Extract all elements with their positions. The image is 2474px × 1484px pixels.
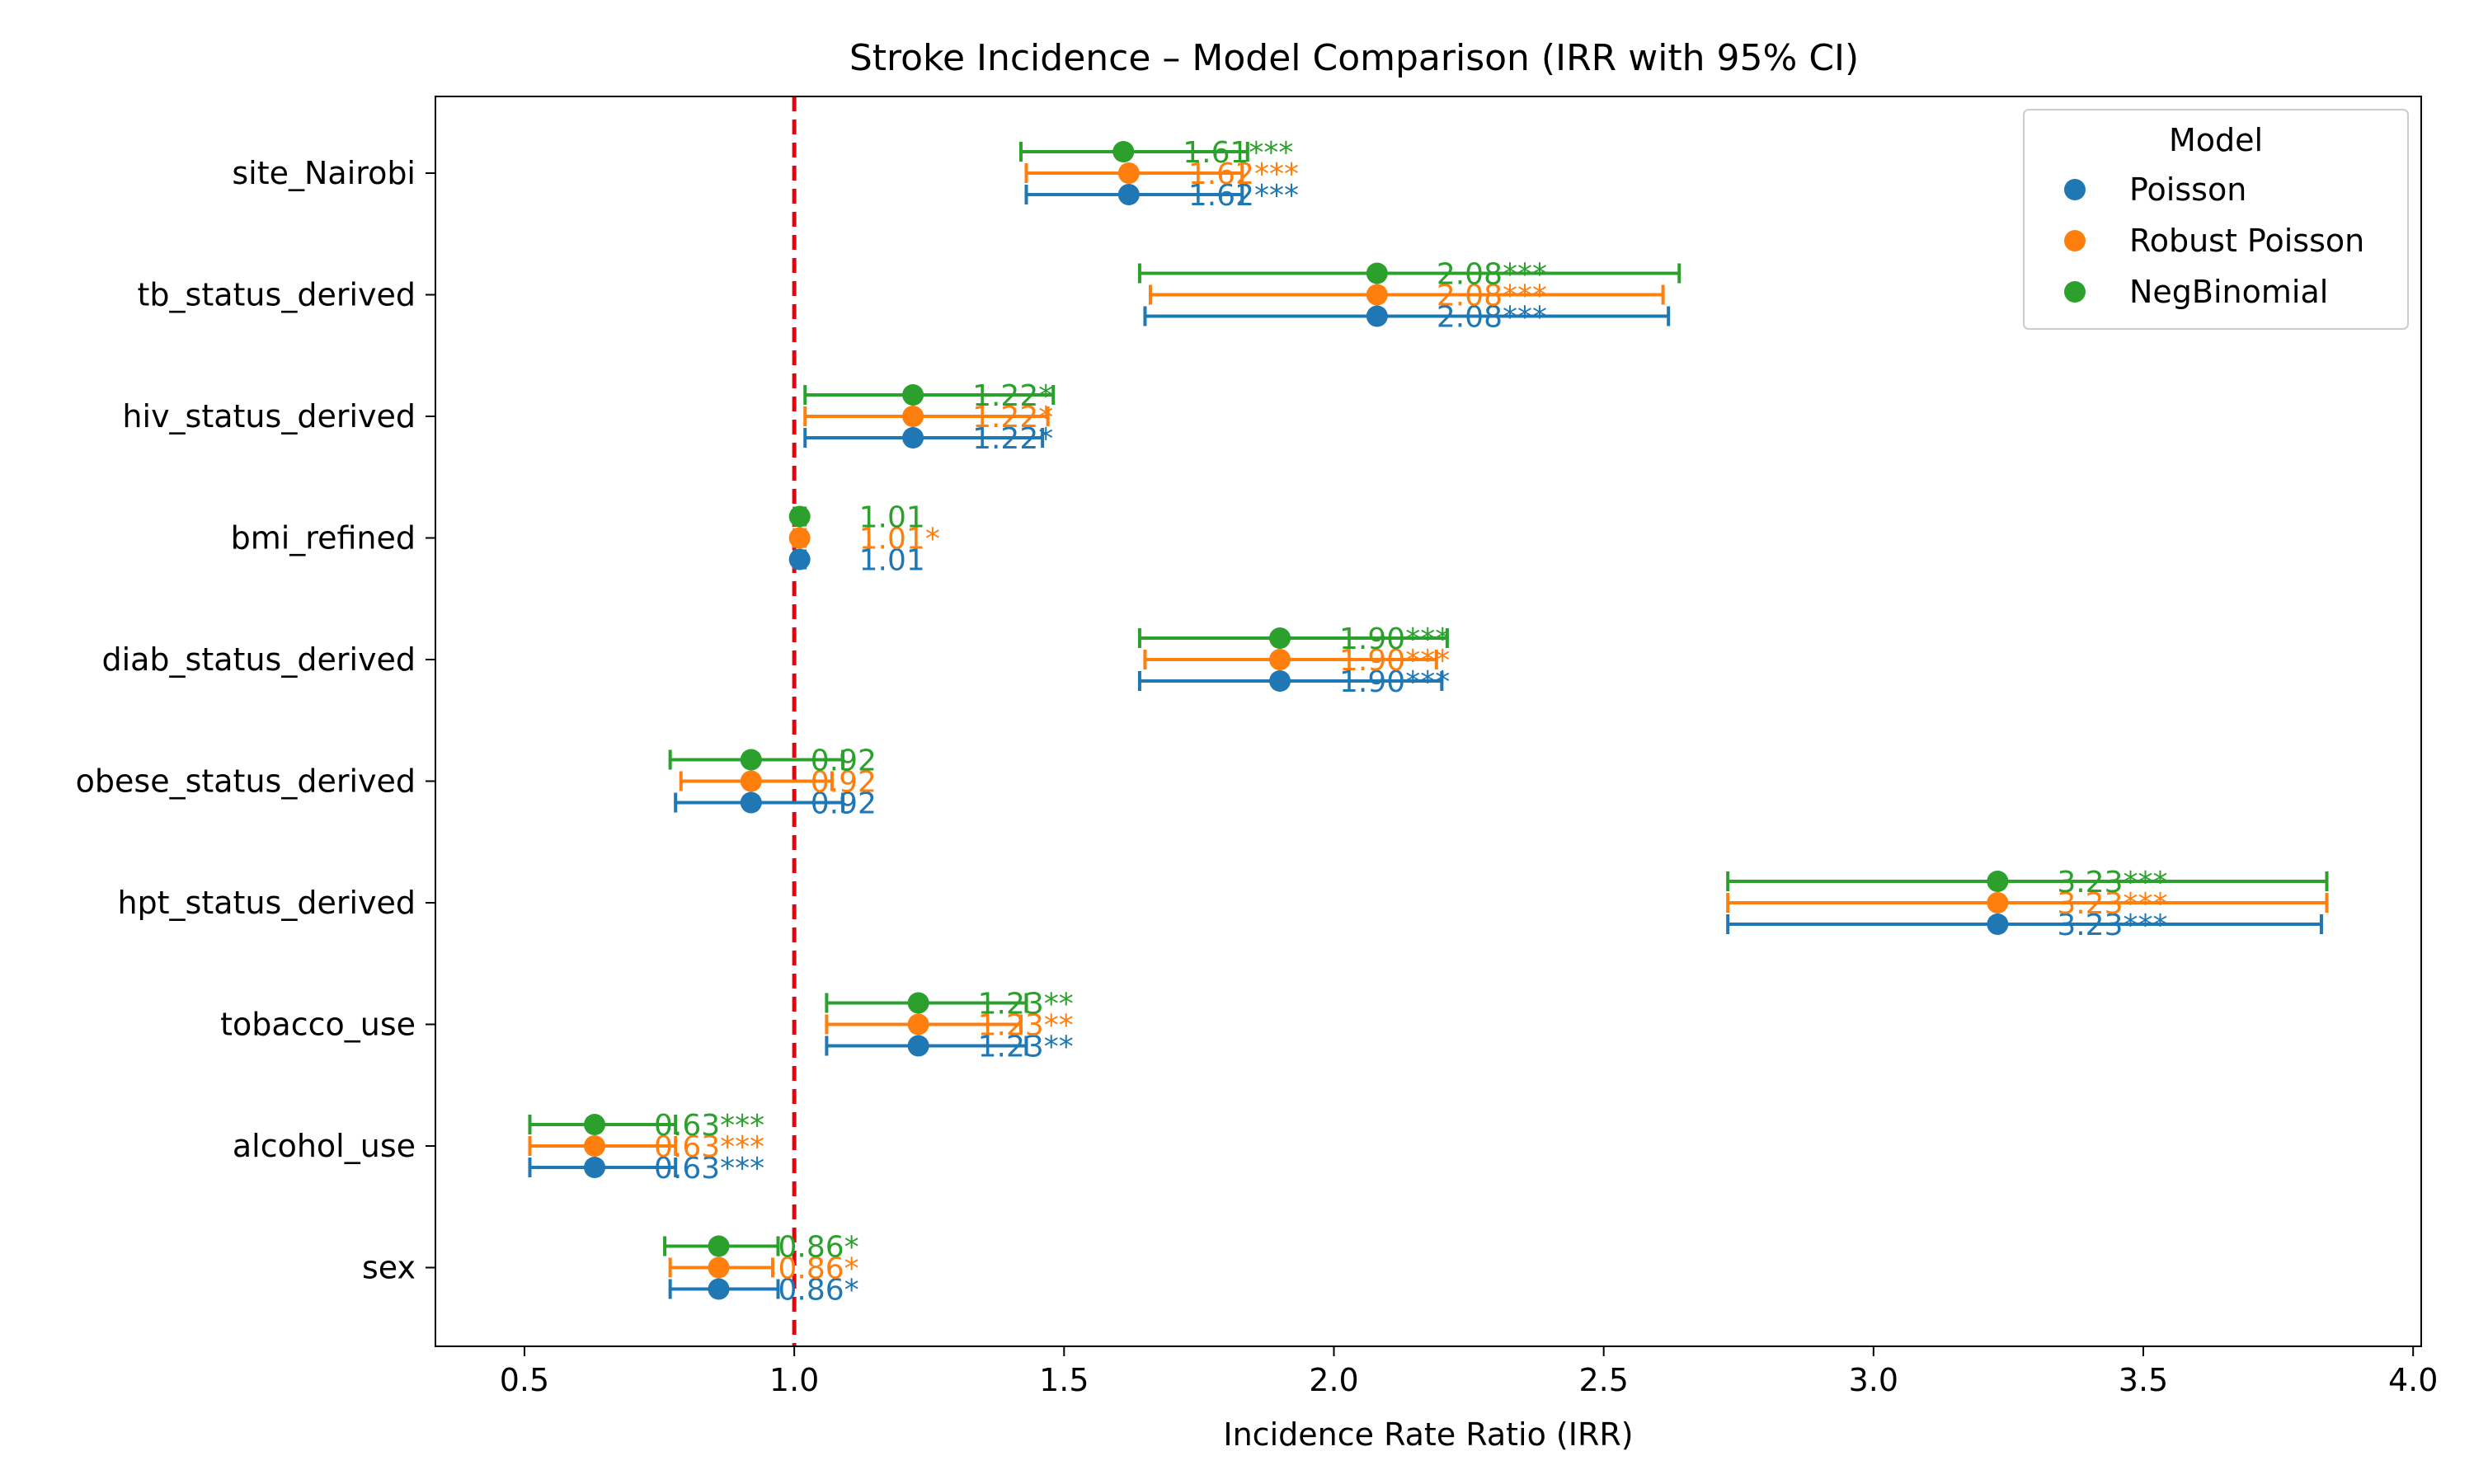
legend-entry: Poisson <box>2129 171 2246 208</box>
y-tick-label: obese_status_derived <box>76 763 416 800</box>
irr-data-label: 0.63*** <box>654 1109 764 1143</box>
irr-data-label: 2.08*** <box>1437 279 1547 313</box>
series-negbinomial: 1.61*** 2.08*** 1.22* 1.01 1.90*** 0.92 3.23**… <box>528 136 2329 1265</box>
y-tick-label: bmi_refined <box>231 520 416 556</box>
legend-entry: NegBinomial <box>2129 274 2328 310</box>
legend-marker <box>2064 281 2086 303</box>
irr-point <box>584 1157 606 1178</box>
y-tick-label: tobacco_use <box>220 1007 416 1043</box>
legend-marker <box>2064 230 2086 251</box>
x-tick-label: 0.5 <box>500 1362 549 1398</box>
irr-point <box>1366 262 1388 284</box>
irr-data-label: 0.86* <box>778 1252 859 1286</box>
irr-data-label: 1.90*** <box>1339 665 1450 699</box>
irr-point <box>708 1278 730 1300</box>
irr-point <box>1366 305 1388 327</box>
irr-data-label: 0.63*** <box>654 1130 764 1164</box>
irr-data-label: 2.08*** <box>1437 258 1547 292</box>
irr-point <box>584 1135 606 1157</box>
y-tick-label: tb_status_derived <box>138 277 416 313</box>
irr-point <box>788 548 811 571</box>
x-axis-label: Incidence Rate Ratio (IRR) <box>1223 1416 1633 1453</box>
legend-entry: Robust Poisson <box>2129 223 2364 259</box>
chart-title: Stroke Incidence – Model Comparison (IRR… <box>849 37 1859 79</box>
series-poisson: 1.62*** 2.08*** 1.22* 1.01 1.90*** 0.92 3.23**… <box>528 179 2323 1308</box>
plot-frame <box>435 96 2422 1347</box>
irr-point <box>1987 892 2009 913</box>
x-tick-label: 2.0 <box>1309 1362 1358 1398</box>
irr-data-label: 1.22* <box>972 379 1053 413</box>
irr-point <box>1269 649 1291 670</box>
irr-data-label: 1.23** <box>978 988 1074 1021</box>
x-axis: 0.5 1.0 1.5 2.0 2.5 3.0 3.5 4.0 <box>500 1346 2438 1398</box>
irr-data-label: 1.01 <box>859 544 925 578</box>
irr-point <box>1366 284 1388 306</box>
legend-title: Model <box>2169 122 2263 158</box>
irr-point <box>708 1256 730 1279</box>
irr-point <box>708 1235 730 1257</box>
y-tick-label: hpt_status_derived <box>117 885 416 921</box>
irr-point <box>740 791 762 814</box>
irr-point <box>907 992 929 1014</box>
plot-area: 1.62*** 2.08*** 1.22* 1.01 1.90*** 0.92 3.23**… <box>528 96 2329 1346</box>
irr-point <box>788 505 811 528</box>
irr-data-label: 3.23*** <box>2057 866 2167 899</box>
irr-point <box>1117 184 1140 205</box>
irr-data-label: 0.63*** <box>654 1152 764 1186</box>
irr-point <box>1117 162 1140 184</box>
series-robust-poisson: 1.62*** 2.08*** 1.22* 1.01* 1.90*** 0.92 3.23*… <box>528 157 2329 1286</box>
irr-data-label: 0.92 <box>811 787 877 821</box>
y-tick-label: diab_status_derived <box>101 641 416 678</box>
irr-data-label: 2.08*** <box>1437 301 1547 335</box>
irr-point <box>907 1035 929 1057</box>
irr-point <box>902 384 924 406</box>
x-tick-label: 1.0 <box>769 1362 819 1398</box>
legend-marker <box>2064 179 2086 200</box>
irr-point <box>584 1114 606 1135</box>
irr-data-label: 1.62*** <box>1188 179 1299 213</box>
x-tick-label: 4.0 <box>2388 1362 2438 1398</box>
irr-data-label: 0.92 <box>811 744 877 778</box>
irr-data-label: 1.90*** <box>1339 644 1450 678</box>
irr-point <box>788 527 811 549</box>
irr-point <box>1269 670 1291 692</box>
y-tick-label: alcohol_use <box>233 1128 416 1164</box>
y-axis: site_Nairobi tb_status_derived hiv_status_… <box>76 155 435 1286</box>
legend: Model Poisson Robust Poisson NegBinomial <box>2023 109 2409 330</box>
irr-point <box>902 427 924 448</box>
irr-data-label: 1.23** <box>978 1031 1074 1064</box>
x-tick-label: 1.5 <box>1039 1362 1089 1398</box>
irr-point <box>907 1013 929 1036</box>
legend-box <box>2023 109 2409 330</box>
irr-point <box>902 406 924 427</box>
irr-data-label: 0.86* <box>778 1274 859 1308</box>
y-tick-label: hiv_status_derived <box>122 398 416 434</box>
irr-data-label: 1.62*** <box>1188 157 1299 191</box>
irr-point <box>1112 141 1135 162</box>
x-tick-label: 3.5 <box>2119 1362 2168 1398</box>
irr-data-label: 3.23*** <box>2057 909 2167 942</box>
irr-data-label: 1.90*** <box>1339 622 1450 656</box>
irr-data-label: 3.23*** <box>2057 887 2167 921</box>
irr-data-label: 0.86* <box>778 1231 859 1265</box>
y-tick-label: site_Nairobi <box>232 155 416 191</box>
irr-point <box>1987 913 2009 935</box>
irr-data-label: 1.61*** <box>1183 136 1293 170</box>
irr-point <box>1987 871 2009 892</box>
x-tick-label: 2.5 <box>1578 1362 1628 1398</box>
irr-data-label: 1.01* <box>859 523 940 556</box>
irr-data-label: 1.01 <box>859 501 925 535</box>
irr-data-label: 0.92 <box>811 766 877 800</box>
irr-point <box>740 770 762 792</box>
x-tick-label: 3.0 <box>1849 1362 1898 1398</box>
irr-data-label: 1.22* <box>972 422 1053 456</box>
irr-point <box>740 749 762 771</box>
irr-point <box>1269 627 1291 649</box>
irr-data-label: 1.23** <box>978 1009 1074 1043</box>
irr-data-label: 1.22* <box>972 401 1053 434</box>
y-tick-label: sex <box>362 1250 416 1286</box>
